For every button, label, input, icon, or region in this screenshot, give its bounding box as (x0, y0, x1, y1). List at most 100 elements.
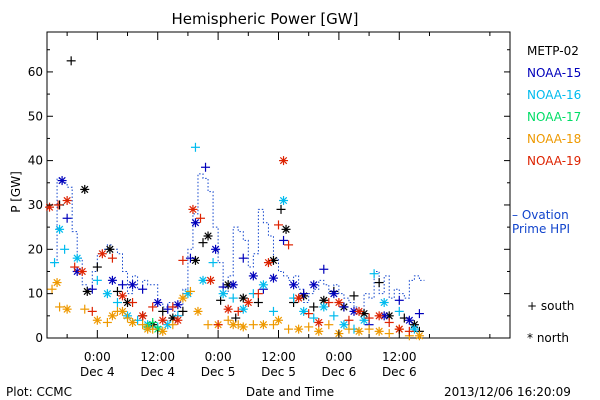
star-stroke (206, 276, 215, 285)
star-stroke (123, 298, 132, 307)
star-stroke (279, 196, 288, 205)
data-point-noaa-18 (193, 306, 203, 316)
star-stroke (81, 185, 89, 194)
data-point-noaa-19 (263, 258, 273, 268)
star-stroke (320, 303, 328, 311)
data-point-noaa-18 (80, 304, 90, 314)
data-point-noaa-19 (178, 255, 188, 265)
data-point-noaa-15 (268, 273, 278, 283)
data-point-noaa-15 (57, 176, 67, 186)
star-stroke (315, 318, 323, 327)
chart-title: Hemispheric Power [GW] (171, 10, 359, 28)
data-point-noaa-19 (195, 213, 205, 223)
x-tick-time: 0:00 (205, 350, 232, 364)
star-stroke (194, 307, 202, 316)
marker-legend-north: * north (527, 331, 570, 345)
data-point-noaa-19 (284, 240, 294, 250)
data-point-noaa-16 (55, 224, 65, 234)
data-point-noaa-18 (354, 326, 364, 336)
star-stroke (289, 281, 298, 289)
data-point-noaa-15 (163, 304, 173, 314)
data-point-noaa-15 (128, 280, 138, 290)
data-point-noaa-16 (299, 306, 309, 316)
data-point-noaa-18 (123, 313, 133, 323)
data-point-noaa-18 (52, 278, 62, 288)
data-point-noaa-16 (329, 311, 339, 321)
data-point-noaa-15 (309, 280, 319, 290)
data-marks (45, 56, 424, 341)
data-point-noaa-16 (228, 293, 238, 303)
data-point-noaa-18 (238, 322, 248, 332)
data-point-noaa-15 (190, 218, 200, 228)
data-point-noaa-18 (324, 320, 334, 330)
marker-legend-south: + south (527, 299, 575, 313)
data-point-noaa-19 (354, 306, 364, 316)
star-stroke (118, 292, 127, 300)
data-point-noaa-15 (394, 295, 404, 305)
data-point-noaa-18 (168, 320, 178, 330)
data-point-noaa-18 (117, 306, 127, 316)
data-point-noaa-18 (47, 284, 57, 294)
star-stroke (229, 321, 237, 329)
data-point-noaa-19 (97, 249, 107, 259)
data-point-noaa-16 (190, 142, 200, 152)
star-stroke (55, 225, 64, 234)
data-point-noaa-19 (404, 326, 414, 336)
data-point-noaa-18 (274, 315, 283, 325)
data-point-noaa-16 (409, 324, 419, 334)
legend-noaa-16: NOAA-16 (527, 88, 582, 102)
star-stroke (128, 318, 137, 327)
data-point-noaa-18 (304, 322, 314, 332)
star-stroke (63, 305, 71, 313)
data-point-noaa-19 (173, 315, 183, 325)
data-point-noaa-18 (138, 320, 148, 330)
star-stroke (360, 309, 368, 318)
star-stroke (191, 219, 200, 227)
data-point-noaa-19 (117, 291, 127, 301)
data-point-noaa-15 (138, 284, 148, 294)
data-point-noaa-15 (211, 244, 221, 254)
star-stroke (128, 281, 137, 289)
data-point-noaa-18 (55, 302, 65, 312)
data-point-noaa-15 (414, 309, 424, 319)
data-point-noaa-18 (223, 315, 233, 325)
data-point-noaa-15 (185, 253, 195, 263)
legend-noaa-15: NOAA-15 (527, 66, 582, 80)
data-point-noaa-18 (185, 286, 195, 296)
data-point-noaa-15 (107, 275, 117, 285)
star-stroke (269, 274, 278, 282)
data-point-noaa-16 (339, 320, 349, 330)
data-point-noaa-19 (168, 302, 178, 312)
data-point-metp-02 (268, 255, 278, 265)
data-point-noaa-18 (414, 331, 424, 341)
star-stroke (355, 327, 363, 336)
star-stroke (159, 327, 167, 336)
data-point-noaa-19 (53, 200, 63, 210)
data-point-noaa-16 (72, 253, 82, 263)
data-point-noaa-18 (107, 311, 117, 321)
data-point-noaa-16 (359, 315, 369, 325)
data-point-noaa-15 (279, 235, 289, 245)
x-axis-label: Date and Time (245, 385, 335, 399)
data-point-noaa-19 (223, 304, 233, 314)
data-point-noaa-16 (238, 304, 248, 314)
star-stroke (340, 321, 348, 329)
data-point-noaa-18 (102, 317, 112, 327)
data-point-noaa-18 (284, 324, 294, 334)
data-point-noaa-15 (319, 264, 329, 274)
star-stroke (239, 323, 247, 331)
star-stroke (106, 245, 114, 253)
data-point-metp-02 (80, 184, 90, 194)
data-point-noaa-15 (404, 315, 414, 325)
star-stroke (259, 321, 268, 329)
footer-right: 2013/12/06 16:20:09 (444, 385, 571, 399)
data-point-noaa-18 (92, 315, 102, 325)
star-stroke (179, 294, 187, 302)
data-point-noaa-19 (304, 309, 314, 319)
data-point-metp-02 (190, 255, 200, 265)
data-point-metp-02 (349, 291, 359, 301)
x-tick-date: Dec 5 (261, 365, 296, 379)
legend-noaa-19: NOAA-19 (527, 154, 582, 168)
